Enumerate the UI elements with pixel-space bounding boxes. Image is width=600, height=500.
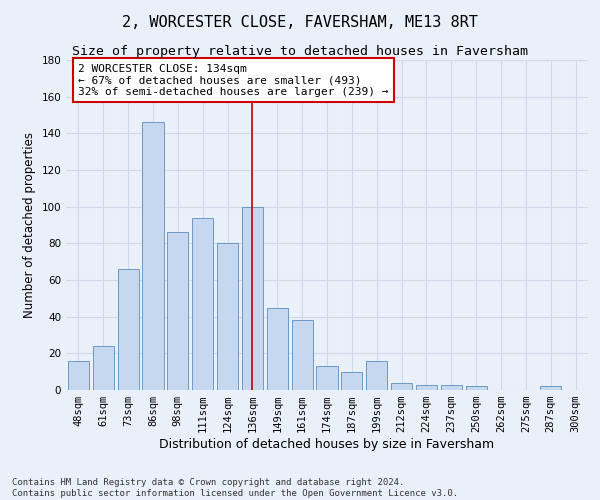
Bar bbox=[167, 232, 188, 390]
Bar bbox=[466, 386, 487, 390]
Bar bbox=[68, 360, 89, 390]
Bar bbox=[540, 386, 561, 390]
Y-axis label: Number of detached properties: Number of detached properties bbox=[23, 132, 36, 318]
Bar bbox=[267, 308, 288, 390]
Bar bbox=[416, 384, 437, 390]
Bar bbox=[341, 372, 362, 390]
Bar bbox=[118, 269, 139, 390]
Bar bbox=[217, 244, 238, 390]
Bar bbox=[192, 218, 213, 390]
Text: Size of property relative to detached houses in Faversham: Size of property relative to detached ho… bbox=[72, 45, 528, 58]
Bar bbox=[391, 382, 412, 390]
Bar bbox=[366, 360, 387, 390]
Bar bbox=[93, 346, 114, 390]
Bar bbox=[142, 122, 164, 390]
X-axis label: Distribution of detached houses by size in Faversham: Distribution of detached houses by size … bbox=[160, 438, 494, 451]
Text: Contains HM Land Registry data © Crown copyright and database right 2024.
Contai: Contains HM Land Registry data © Crown c… bbox=[12, 478, 458, 498]
Bar bbox=[441, 384, 462, 390]
Bar bbox=[292, 320, 313, 390]
Bar bbox=[316, 366, 338, 390]
Text: 2 WORCESTER CLOSE: 134sqm
← 67% of detached houses are smaller (493)
32% of semi: 2 WORCESTER CLOSE: 134sqm ← 67% of detac… bbox=[79, 64, 389, 97]
Text: 2, WORCESTER CLOSE, FAVERSHAM, ME13 8RT: 2, WORCESTER CLOSE, FAVERSHAM, ME13 8RT bbox=[122, 15, 478, 30]
Bar bbox=[242, 206, 263, 390]
